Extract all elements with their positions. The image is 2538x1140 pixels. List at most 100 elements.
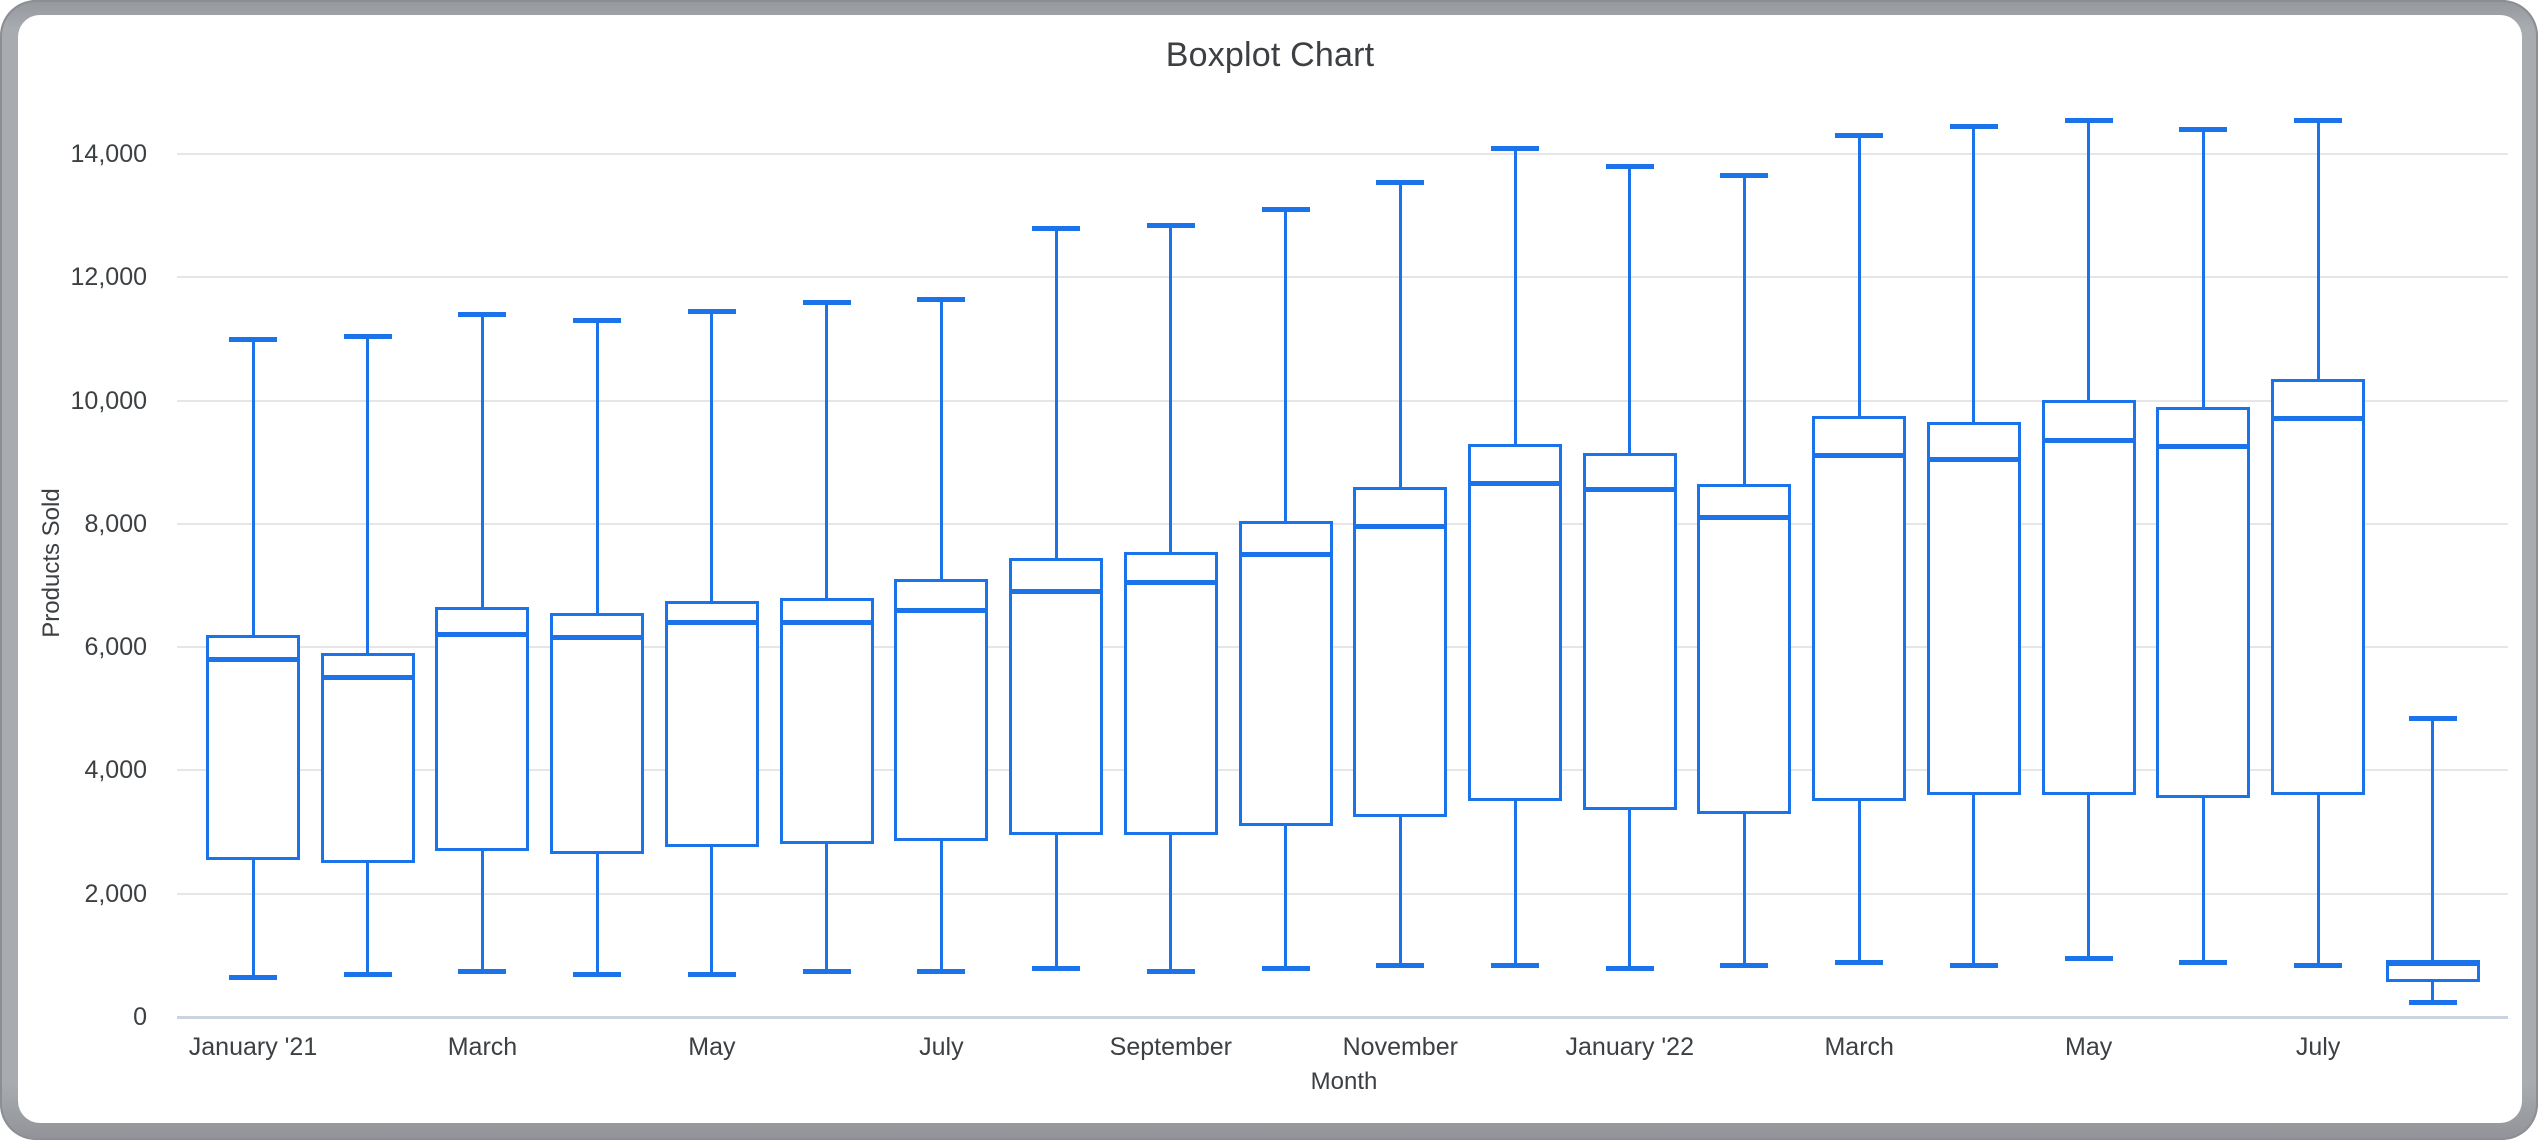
iqr-box [1468,443,1563,802]
boxplot-1[interactable] [206,336,300,982]
iqr-box [435,607,530,851]
x-tick-label: May [2065,1033,2113,1061]
boxplot-6[interactable] [779,299,874,976]
max-whisker-cap [1261,207,1310,213]
y-tick-label: 12,000 [70,263,147,292]
boxplot-3[interactable] [435,311,530,976]
upper-whisker-line [939,298,943,580]
lower-whisker-line [1398,816,1402,965]
chart-title: Boxplot Chart [1165,36,1375,74]
lower-whisker-line [1972,795,1976,965]
max-whisker-cap [1835,133,1884,139]
boxplot-10[interactable] [1238,206,1333,972]
median-line [2385,961,2480,967]
median-line [2156,444,2251,450]
boxplot-13[interactable] [1582,163,1677,972]
lower-whisker-line [2087,795,2091,959]
y-tick-label: 4,000 [84,756,147,785]
upper-whisker-line [1628,166,1632,453]
median-line [1812,453,1907,459]
gridline [177,769,2508,772]
upper-whisker-line [1513,147,1517,444]
min-whisker-cap [2179,959,2228,965]
min-whisker-cap [343,971,392,977]
min-whisker-cap [917,968,966,974]
min-whisker-cap [687,971,736,977]
x-tick-label: January '21 [188,1033,318,1061]
lower-whisker-line [2431,981,2435,1002]
median-line [206,656,300,662]
upper-whisker-line [1284,209,1288,521]
gridline [177,152,2508,155]
y-tick-label: 10,000 [70,386,147,415]
upper-whisker-line [2201,129,2205,407]
boxplot-17[interactable] [2041,117,2136,963]
upper-whisker-line [2431,717,2435,960]
boxplot-5[interactable] [664,308,759,979]
boxplot-16[interactable] [1926,123,2021,969]
max-whisker-cap [1032,225,1081,231]
max-whisker-cap [2064,117,2113,123]
max-whisker-cap [1491,145,1540,151]
boxplot-20[interactable] [2385,715,2480,1007]
min-whisker-cap [1376,962,1425,968]
x-tick-label: March [447,1033,518,1061]
median-line [1582,487,1677,493]
lower-whisker-line [2201,798,2205,962]
min-whisker-cap [1605,965,1654,971]
iqr-box [894,579,989,842]
min-whisker-cap [458,968,507,974]
x-tick-label: May [688,1033,736,1061]
min-whisker-cap [1146,968,1195,974]
boxplot-15[interactable] [1812,132,1907,966]
upper-whisker-line [595,320,599,614]
median-line [1123,579,1218,585]
iqr-box [2041,400,2136,796]
min-whisker-cap [1032,965,1081,971]
boxplot-8[interactable] [1009,225,1104,973]
upper-whisker-line [1857,135,1861,416]
min-whisker-cap [1720,962,1769,968]
upper-whisker-line [1972,126,1976,423]
median-line [1926,456,2021,462]
max-whisker-cap [802,299,851,305]
boxplot-2[interactable] [320,333,415,979]
iqr-box [206,634,300,860]
iqr-box [320,653,415,863]
x-axis-baseline [177,1016,2508,1019]
lower-whisker-line [1513,801,1517,965]
boxplot-14[interactable] [1697,172,1792,969]
min-whisker-cap [229,974,277,980]
lower-whisker-line [251,859,255,977]
median-line [1468,481,1563,487]
upper-whisker-line [480,314,484,608]
lower-whisker-line [825,844,829,971]
iqr-box [1812,415,1907,802]
upper-whisker-line [251,338,255,635]
max-whisker-cap [1949,124,1998,130]
boxplot-19[interactable] [2271,117,2366,970]
upper-whisker-line [1169,224,1173,552]
lower-whisker-line [710,847,714,974]
boxplot-4[interactable] [550,317,645,978]
median-line [435,632,530,638]
median-line [1009,589,1104,595]
boxplot-9[interactable] [1123,222,1218,976]
min-whisker-cap [1261,965,1310,971]
median-line [664,619,759,625]
boxplot-7[interactable] [894,296,989,976]
boxplot-12[interactable] [1468,145,1563,970]
median-line [320,675,415,681]
boxplot-11[interactable] [1353,179,1448,970]
max-whisker-cap [2408,715,2457,721]
iqr-box [1353,486,1448,817]
lower-whisker-line [1284,825,1288,968]
x-tick-label: March [1824,1033,1894,1061]
median-line [894,607,989,613]
min-whisker-cap [1835,959,1884,965]
upper-whisker-line [366,335,370,654]
upper-whisker-line [1054,227,1058,558]
iqr-box [1926,422,2021,796]
upper-whisker-line [1398,181,1402,487]
boxplot-18[interactable] [2156,126,2251,966]
